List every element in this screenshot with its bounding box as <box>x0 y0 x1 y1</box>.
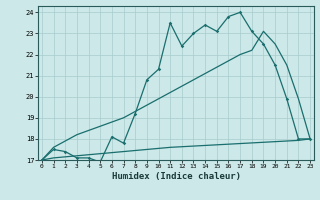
X-axis label: Humidex (Indice chaleur): Humidex (Indice chaleur) <box>111 172 241 181</box>
